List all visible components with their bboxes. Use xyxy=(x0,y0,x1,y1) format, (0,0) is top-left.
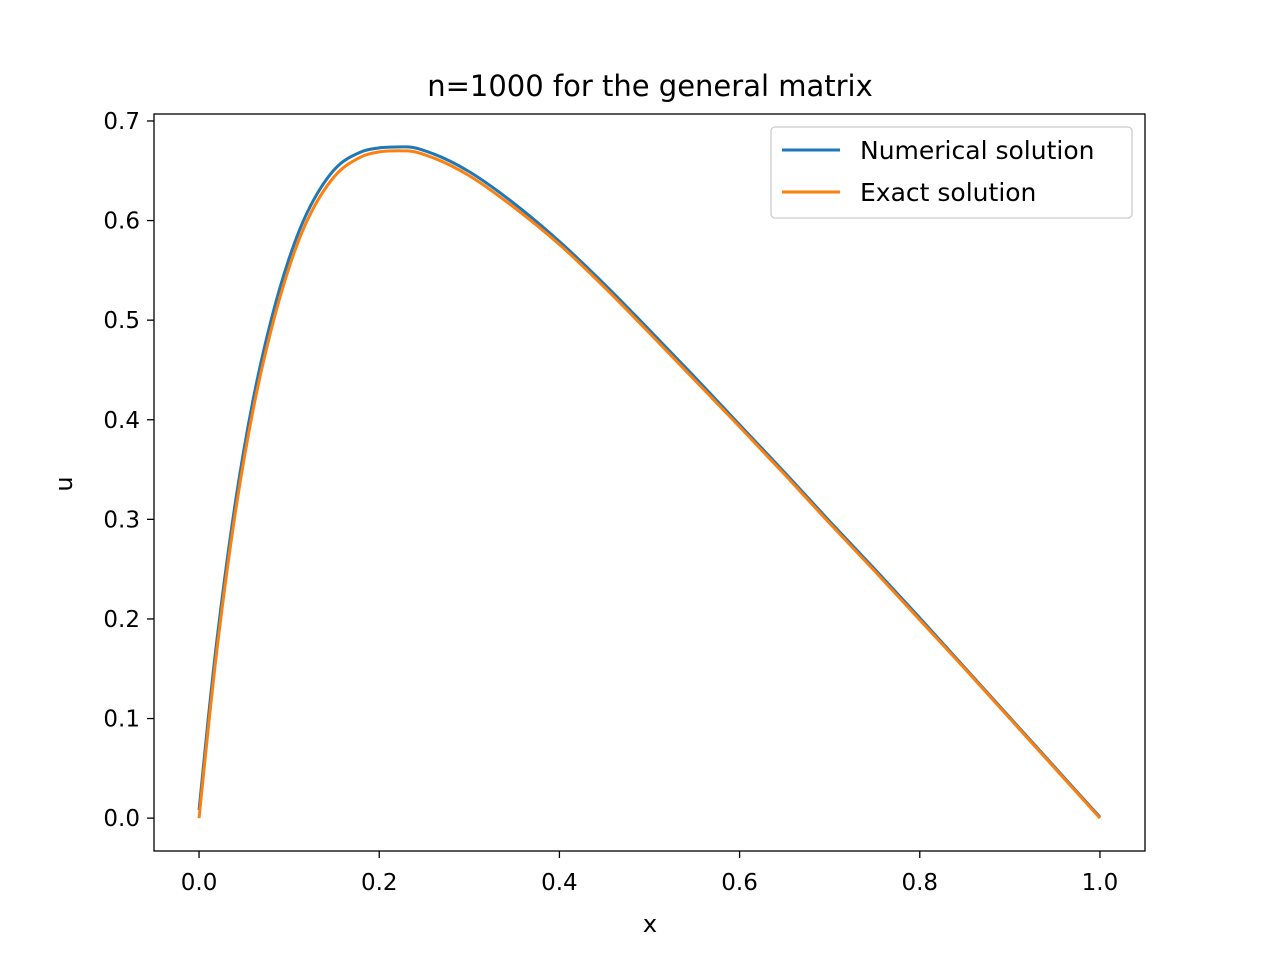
chart-title: n=1000 for the general matrix xyxy=(427,69,873,103)
x-tick-label: 1.0 xyxy=(1082,870,1119,896)
plot-frame xyxy=(153,113,1146,852)
y-tick-label: 0.2 xyxy=(103,607,140,633)
legend-entry-1: Numerical solution xyxy=(860,136,1094,165)
y-tick-label: 0.3 xyxy=(103,507,140,533)
x-tick-label: 0.0 xyxy=(181,870,218,896)
legend-entry-2: Exact solution xyxy=(860,178,1036,207)
x-tick-label: 0.4 xyxy=(541,870,578,896)
y-axis-label: u xyxy=(50,476,78,491)
y-tick-label: 0.0 xyxy=(103,806,140,832)
x-axis-label: x xyxy=(643,910,657,938)
x-tick-label: 0.8 xyxy=(901,870,938,896)
x-axis-ticks: 0.0 0.2 0.4 0.6 0.8 1.0 xyxy=(181,851,1118,896)
y-tick-label: 0.6 xyxy=(103,209,140,235)
series-line-2 xyxy=(197,149,1102,820)
x-tick-label: 0.6 xyxy=(721,870,758,896)
y-tick-label: 0.7 xyxy=(103,109,140,135)
y-axis-ticks: 0.0 0.1 0.2 0.3 0.4 0.5 0.6 0.7 xyxy=(103,109,154,832)
plot-content xyxy=(197,145,1102,820)
x-tick-label: 0.2 xyxy=(361,870,398,896)
legend: Numerical solution Exact solution xyxy=(770,126,1133,219)
legend-frame xyxy=(770,126,1133,219)
y-tick-label: 0.1 xyxy=(103,707,140,733)
y-tick-label: 0.4 xyxy=(103,408,140,434)
y-tick-label: 0.5 xyxy=(103,308,140,334)
